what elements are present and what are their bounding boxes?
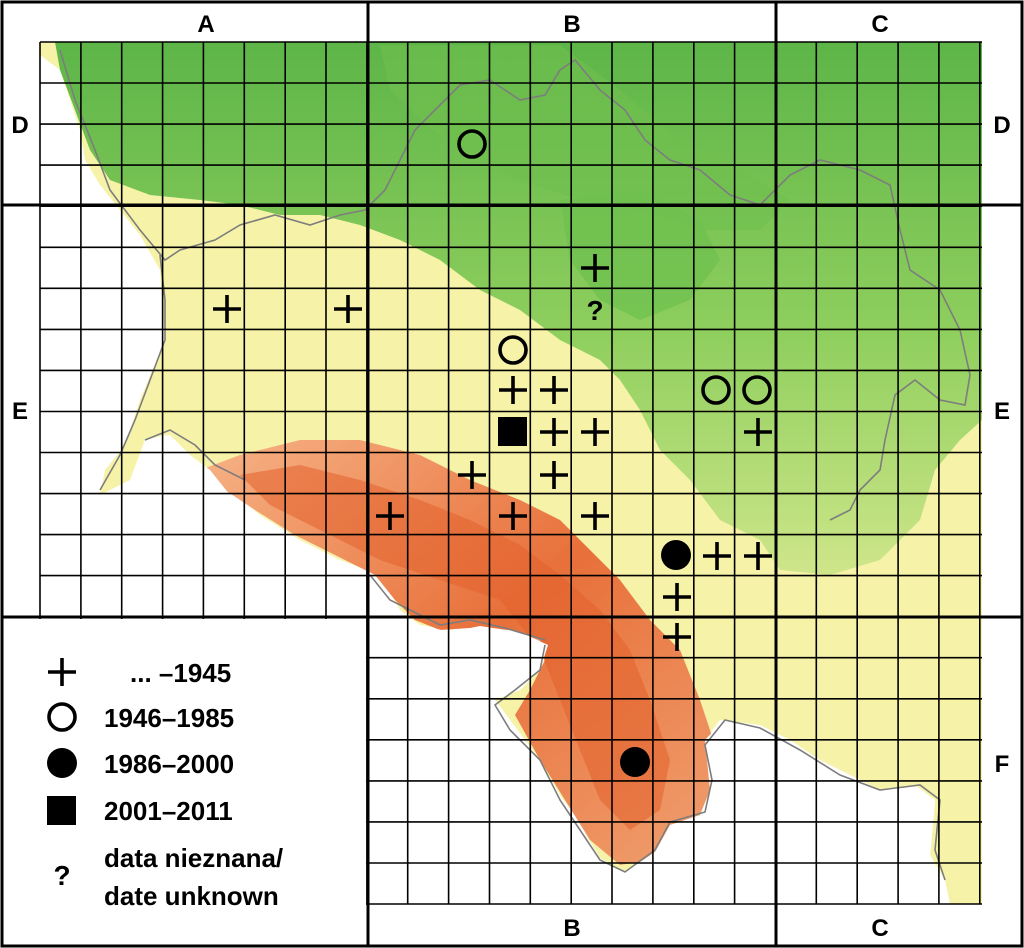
zone-label-bottom-b: B [563, 915, 580, 942]
plus-marker [744, 542, 772, 570]
plus-marker [213, 295, 241, 323]
open-circle-marker [742, 375, 772, 405]
zone-labels: A B C B C D E D E F [11, 11, 1010, 942]
legend: ... –1945 1946–1985 1986–2000 2001–2011 … [47, 658, 283, 911]
legend-question-icon: ? [53, 860, 70, 891]
open-circle-marker [701, 375, 731, 405]
plus-marker [499, 376, 527, 404]
plus-marker [744, 418, 772, 446]
lowland-area [55, 42, 982, 575]
open-circle-marker [498, 335, 528, 365]
plus-marker [540, 418, 568, 446]
legend-label-unknown-en: date unknown [104, 881, 279, 911]
legend-filled-square-icon [47, 796, 76, 825]
filled-circle-marker [620, 747, 650, 777]
legend-label-open-circle: 1946–1985 [104, 703, 234, 733]
zone-label-right-e: E [994, 398, 1010, 425]
legend-filled-circle-icon [47, 748, 77, 778]
plus-marker [334, 295, 362, 323]
plus-marker [376, 502, 404, 530]
plus-marker [458, 461, 486, 489]
plus-marker [581, 418, 609, 446]
open-circle-marker [457, 129, 487, 159]
plus-marker [703, 542, 731, 570]
plus-marker [581, 502, 609, 530]
plus-marker [499, 502, 527, 530]
filled-square-marker [498, 417, 527, 446]
legend-open-circle-icon [47, 702, 77, 732]
plus-marker [663, 623, 691, 651]
legend-label-filled-circle: 1986–2000 [104, 749, 234, 779]
zone-label-left-e: E [12, 398, 28, 425]
zone-label-right-f: F [995, 751, 1010, 778]
zone-label-top-b: B [563, 11, 580, 38]
plus-marker [540, 461, 568, 489]
legend-label-plus: ... –1945 [130, 658, 231, 688]
terrain-layer [40, 42, 982, 904]
zone-label-top-a: A [197, 11, 214, 38]
zone-label-left-d: D [11, 112, 28, 139]
plus-marker [581, 254, 609, 282]
outside-area-west [40, 205, 370, 620]
record-markers [213, 129, 772, 777]
unknown-date-marker: ? [586, 295, 603, 326]
filled-circle-marker [661, 540, 691, 570]
plus-marker [663, 583, 691, 611]
zone-label-top-c: C [871, 11, 888, 38]
plus-marker [540, 376, 568, 404]
legend-label-unknown-pl: data nieznana/ [104, 843, 283, 873]
border-lines [59, 49, 971, 881]
legend-label-filled-square: 2001–2011 [104, 796, 233, 826]
legend-plus-icon [48, 658, 76, 686]
zone-label-bottom-c: C [871, 915, 888, 942]
zone-label-right-d: D [993, 112, 1010, 139]
